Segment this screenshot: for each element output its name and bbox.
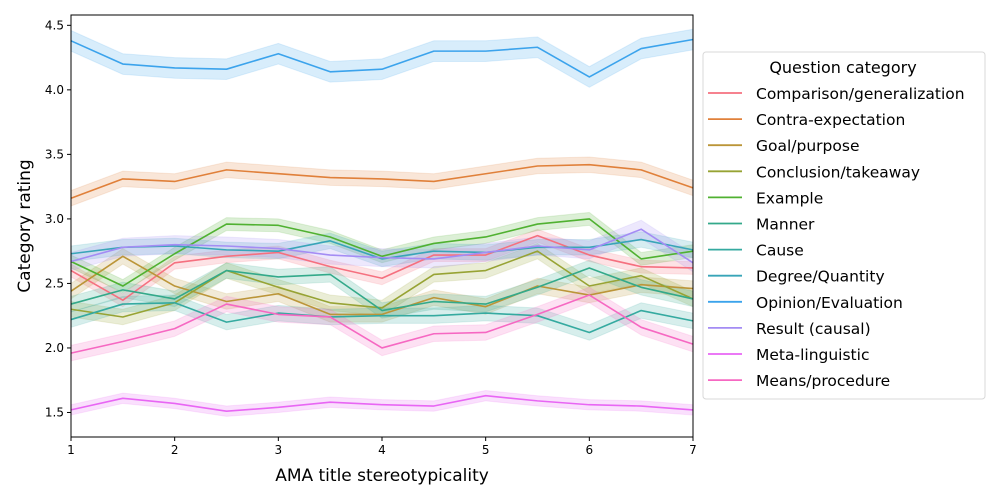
y-axis-label: Category rating [15, 159, 35, 292]
y-tick-label: 4.0 [45, 83, 64, 97]
x-tick-label: 3 [275, 443, 283, 457]
series-line-degree-quantity [70, 238, 694, 260]
x-axis: 1 2 3 4 5 6 7 [67, 437, 697, 457]
x-tick-label: 7 [689, 443, 697, 457]
series-line-opinion-evaluation [70, 38, 694, 78]
series-line-meta-linguistic [70, 394, 694, 412]
legend-label: Manner [756, 216, 815, 234]
y-tick-label: 2.0 [45, 341, 64, 355]
legend-item: Means/procedure [708, 372, 890, 390]
legend-item: Goal/purpose [708, 137, 860, 155]
legend-item: Opinion/Evaluation [708, 294, 903, 312]
legend-item: Cause [708, 242, 804, 260]
legend-label: Contra-expectation [756, 111, 905, 129]
legend-item: Comparison/generalization [708, 85, 965, 103]
legend-label: Example [756, 189, 823, 207]
legend-label: Degree/Quantity [756, 268, 885, 286]
legend-title: Question category [769, 58, 916, 77]
x-tick-label: 6 [586, 443, 594, 457]
series-lines [70, 38, 694, 412]
legend-label: Goal/purpose [756, 137, 860, 155]
legend-label: Result (causal) [756, 320, 871, 338]
legend-item: Degree/Quantity [708, 268, 885, 286]
x-tick-label: 1 [67, 443, 75, 457]
series-line-result-causal [70, 228, 694, 264]
y-tick-label: 4.5 [45, 18, 64, 32]
ci-band-opinion-evaluation [70, 28, 694, 88]
legend-frame [702, 51, 986, 400]
legend-item: Manner [708, 216, 815, 234]
legend-label: Comparison/generalization [756, 85, 965, 103]
legend-item: Result (causal) [708, 320, 871, 338]
series-line-cause [70, 301, 694, 334]
legend-label: Conclusion/takeaway [756, 163, 920, 181]
x-tick-label: 5 [482, 443, 490, 457]
confidence-bands [70, 28, 694, 417]
legend: Question category Comparison/generalizat… [702, 51, 986, 400]
series-line-means-procedure [70, 294, 694, 354]
legend-label: Cause [756, 242, 804, 260]
x-tick-label: 2 [171, 443, 179, 457]
legend-label: Opinion/Evaluation [756, 294, 903, 312]
legend-item: Example [708, 189, 823, 207]
legend-label: Meta-linguistic [756, 346, 869, 364]
y-tick-label: 3.0 [45, 212, 64, 226]
y-axis: 1.5 2.0 2.5 3.0 3.5 4.0 4.5 [45, 18, 71, 419]
legend-item: Conclusion/takeaway [708, 163, 920, 181]
x-axis-label: AMA title stereotypicality [275, 466, 489, 486]
y-tick-label: 2.5 [45, 276, 64, 290]
legend-item: Contra-expectation [708, 111, 905, 129]
ci-band-meta-linguistic [70, 390, 694, 417]
series-line-comparison-generalization [70, 234, 694, 302]
y-tick-label: 3.5 [45, 147, 64, 161]
series-line-manner [70, 267, 694, 312]
y-tick-label: 1.5 [45, 405, 64, 419]
series-line-contra-expectation [70, 163, 694, 200]
series-line-example [70, 218, 694, 287]
legend-label: Means/procedure [756, 372, 890, 390]
x-tick-label: 4 [378, 443, 386, 457]
legend-item: Meta-linguistic [708, 346, 869, 364]
